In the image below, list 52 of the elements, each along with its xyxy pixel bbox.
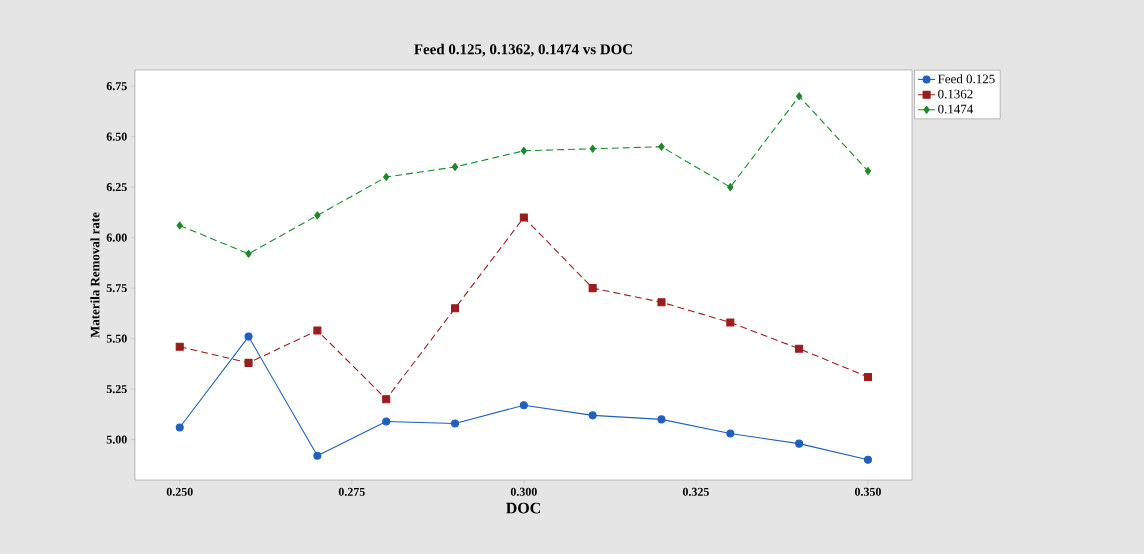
point (657, 415, 666, 424)
y-tick-label: 6.25 (106, 183, 127, 192)
point (314, 211, 321, 220)
y-tick-label: 6.75 (106, 82, 127, 91)
y-tick-label: 6.00 (106, 233, 127, 242)
point (864, 166, 872, 176)
point (863, 455, 872, 464)
point (450, 304, 460, 313)
chart-title: Feed 0.125, 0.1362, 0.1474 vs DOC (414, 43, 632, 57)
y-tick-label: 5.75 (106, 284, 127, 293)
point (176, 221, 183, 230)
y-axis-title: Materila Removal rate (90, 212, 100, 338)
point (175, 423, 184, 432)
point (519, 213, 528, 222)
legend-label: 0.1474 (938, 104, 974, 114)
point (383, 173, 390, 182)
point (658, 142, 665, 151)
x-tick-label: 0.275 (338, 487, 365, 496)
point (589, 144, 596, 153)
x-tick-label: 0.325 (682, 487, 709, 496)
point (588, 284, 597, 293)
x-axis-title: DOC (506, 502, 540, 514)
point (863, 372, 872, 382)
point (726, 318, 735, 327)
point (657, 298, 666, 307)
point (588, 411, 597, 420)
x-tick-label: 0.250 (166, 487, 193, 496)
legend-label: Feed 0.125 (938, 74, 995, 84)
point (244, 332, 253, 341)
point (795, 439, 804, 448)
point (382, 417, 391, 426)
point (175, 342, 184, 351)
point (520, 146, 528, 155)
legend-label: 0.1362 (938, 89, 973, 99)
point (727, 183, 734, 192)
point (795, 92, 803, 101)
point (451, 162, 459, 171)
y-tick-label: 6.50 (106, 132, 127, 141)
point (245, 249, 252, 258)
point (313, 326, 322, 335)
point (313, 451, 322, 460)
y-tick-label: 5.25 (106, 385, 127, 394)
point (519, 401, 528, 410)
point (244, 358, 253, 367)
y-tick-label: 5.50 (106, 334, 127, 343)
y-tick-label: 5.00 (106, 435, 127, 444)
point (726, 429, 735, 438)
point (795, 344, 804, 353)
x-tick-label: 0.350 (854, 487, 881, 496)
point (382, 395, 391, 404)
x-tick-label: 0.300 (510, 487, 537, 496)
point (450, 419, 460, 428)
